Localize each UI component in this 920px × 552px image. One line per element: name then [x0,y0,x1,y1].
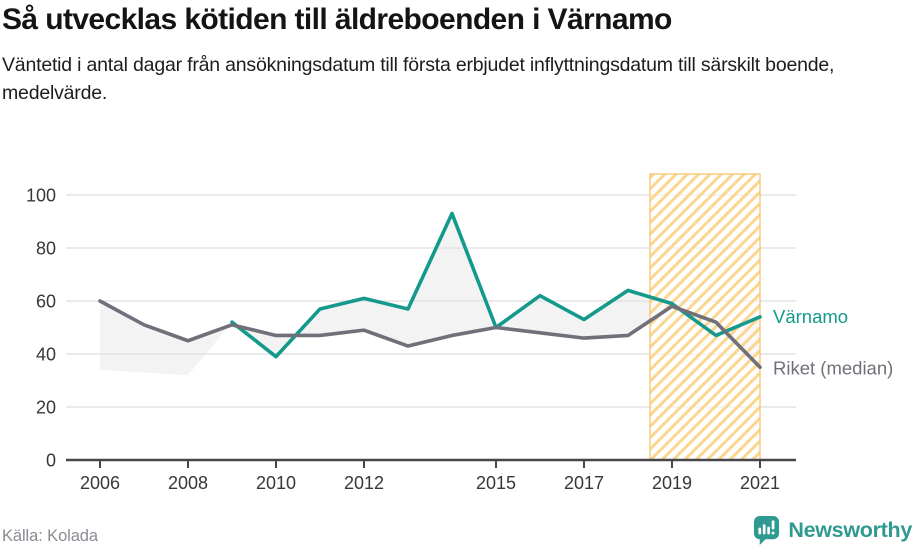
chart-footer: Källa: Kolada Newsworthy [0,512,920,552]
chart-svg: 2006 2008 2010 2012 2015 2017 2019 2021 0 20 40 60 8… [26,173,893,493]
y-tick-label-80: 80 [36,239,56,259]
series-line-riket [98,299,762,370]
x-tick-label-2019: 2019 [652,473,692,493]
brand-logo: Newsworthy [752,515,912,546]
line-chart: 2006 2008 2010 2012 2015 2017 2019 2021 0 20 40 60 8… [0,158,920,503]
y-tick-label-100: 100 [26,186,56,206]
y-tick-label-0: 0 [46,451,56,471]
x-tick-label-2021: 2021 [740,473,780,493]
series-gap-area [100,213,760,376]
chart-header: Så utvecklas kötiden till äldreboenden i… [2,0,910,107]
brand-name: Newsworthy [788,518,912,542]
newsworthy-icon [754,516,780,545]
y-tick-label-60: 60 [36,292,56,312]
x-tick-label-2008: 2008 [168,473,208,493]
x-tick-label-2010: 2010 [256,473,296,493]
x-tick-label-2017: 2017 [564,473,604,493]
x-tick-label-2015: 2015 [476,473,516,493]
y-tick-label-40: 40 [36,345,56,365]
page-title: Så utvecklas kötiden till äldreboenden i… [2,3,672,36]
series-label-riket: Riket (median) [773,357,893,378]
y-tick-label-20: 20 [36,398,56,418]
page-subtitle: Väntetid i antal dagar från ansökningsda… [2,53,835,104]
x-tick-label-2006: 2006 [80,473,120,493]
x-tick-label-2012: 2012 [344,473,384,493]
series-label-varnamo: Värnamo [773,306,848,327]
source-note: Källa: Kolada [2,527,98,545]
